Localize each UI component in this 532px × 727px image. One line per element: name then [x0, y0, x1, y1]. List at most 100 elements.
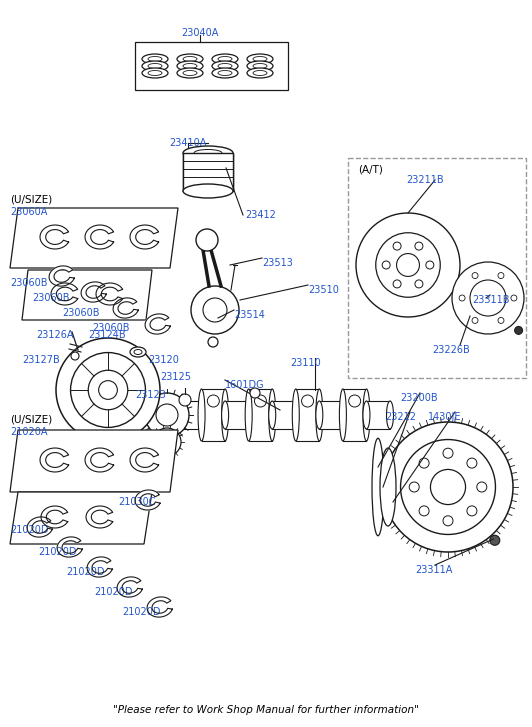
Circle shape — [443, 515, 453, 526]
Circle shape — [498, 273, 504, 278]
Polygon shape — [96, 283, 123, 305]
Circle shape — [383, 422, 513, 552]
Ellipse shape — [148, 63, 162, 68]
Polygon shape — [10, 430, 178, 492]
Text: (A/T): (A/T) — [358, 165, 383, 175]
Ellipse shape — [148, 57, 162, 62]
Ellipse shape — [372, 438, 384, 536]
Text: 23123: 23123 — [135, 390, 166, 400]
Text: 21020A: 21020A — [10, 427, 47, 437]
Circle shape — [71, 353, 145, 427]
Bar — [248, 389, 272, 441]
Text: 1430JE: 1430JE — [428, 412, 461, 422]
Ellipse shape — [174, 401, 181, 429]
Ellipse shape — [177, 61, 203, 71]
Bar — [343, 389, 367, 441]
Circle shape — [250, 388, 260, 398]
Text: 23126A: 23126A — [36, 330, 73, 340]
Text: 21020D: 21020D — [122, 607, 161, 617]
Ellipse shape — [253, 71, 267, 76]
Text: 23060B: 23060B — [10, 278, 47, 288]
Ellipse shape — [222, 401, 229, 429]
Circle shape — [415, 242, 423, 250]
Bar — [178, 401, 202, 429]
Ellipse shape — [316, 401, 323, 429]
Polygon shape — [85, 225, 114, 249]
Bar — [348, 158, 526, 378]
Ellipse shape — [292, 389, 300, 441]
Circle shape — [426, 261, 434, 269]
Polygon shape — [27, 517, 52, 537]
Ellipse shape — [253, 63, 267, 68]
Polygon shape — [40, 225, 69, 249]
Circle shape — [443, 449, 453, 458]
Circle shape — [196, 229, 218, 251]
Circle shape — [477, 482, 487, 492]
Text: "Please refer to Work Shop Manual for further information": "Please refer to Work Shop Manual for fu… — [113, 705, 419, 715]
Ellipse shape — [198, 389, 205, 441]
Text: 23311B: 23311B — [472, 295, 510, 305]
Circle shape — [207, 395, 219, 407]
Circle shape — [98, 381, 118, 399]
Polygon shape — [81, 282, 106, 302]
Bar — [183, 153, 233, 191]
Circle shape — [145, 393, 189, 437]
Ellipse shape — [183, 184, 233, 198]
Ellipse shape — [142, 68, 168, 78]
Circle shape — [430, 470, 466, 505]
Ellipse shape — [218, 57, 232, 62]
Text: 23311A: 23311A — [415, 565, 452, 575]
Circle shape — [467, 458, 477, 468]
Polygon shape — [147, 597, 172, 617]
Circle shape — [472, 318, 478, 324]
Circle shape — [419, 506, 429, 516]
Circle shape — [56, 338, 160, 442]
Circle shape — [419, 458, 429, 468]
Text: 21020D: 21020D — [38, 547, 77, 557]
Circle shape — [498, 318, 504, 324]
Circle shape — [376, 233, 440, 297]
Polygon shape — [10, 208, 178, 268]
Text: 21030C: 21030C — [118, 497, 155, 507]
Polygon shape — [41, 506, 68, 528]
Ellipse shape — [247, 54, 273, 64]
Ellipse shape — [269, 401, 276, 429]
Circle shape — [393, 280, 401, 288]
Text: 23060A: 23060A — [10, 207, 47, 217]
Ellipse shape — [183, 71, 197, 76]
Polygon shape — [87, 557, 112, 577]
Circle shape — [415, 280, 423, 288]
Circle shape — [348, 395, 361, 407]
Text: 23226B: 23226B — [432, 345, 470, 355]
Bar — [296, 389, 319, 441]
Polygon shape — [10, 492, 152, 544]
Circle shape — [467, 506, 477, 516]
Bar — [319, 401, 343, 429]
Polygon shape — [130, 225, 159, 249]
Bar — [202, 389, 225, 441]
Circle shape — [71, 352, 79, 360]
Circle shape — [203, 298, 227, 322]
Circle shape — [302, 395, 313, 407]
Circle shape — [452, 262, 524, 334]
Ellipse shape — [183, 146, 233, 160]
Circle shape — [382, 261, 390, 269]
Polygon shape — [57, 537, 82, 557]
Polygon shape — [49, 266, 74, 286]
Circle shape — [254, 395, 267, 407]
Bar — [183, 153, 233, 191]
Ellipse shape — [130, 347, 146, 357]
Text: 23211B: 23211B — [406, 175, 444, 185]
Text: 21020D: 21020D — [66, 567, 104, 577]
Ellipse shape — [387, 401, 394, 429]
Polygon shape — [130, 448, 159, 472]
Ellipse shape — [148, 71, 162, 76]
Circle shape — [472, 273, 478, 278]
Text: 1601DG: 1601DG — [225, 380, 264, 390]
Text: 23060B: 23060B — [32, 293, 70, 303]
Text: 23040A: 23040A — [181, 28, 219, 38]
Circle shape — [393, 242, 401, 250]
Ellipse shape — [269, 389, 276, 441]
Ellipse shape — [212, 61, 238, 71]
Text: 23110: 23110 — [290, 358, 321, 368]
